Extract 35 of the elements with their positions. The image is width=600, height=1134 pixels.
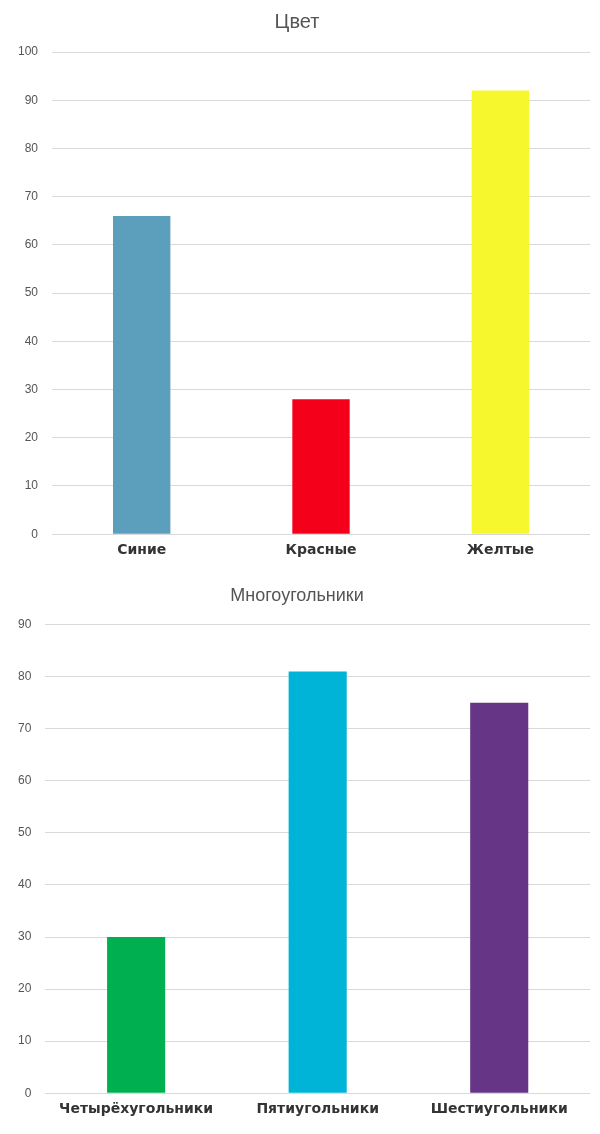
chart-title: Многоугольники [230,584,364,605]
y-tick-label: 90 [17,616,32,631]
x-tick-label: Синие [117,541,167,558]
x-tick-label: Желтые [466,541,534,558]
bar [288,671,347,1093]
x-tick-label: Шестиугольники [430,1100,568,1117]
y-tick-label: 30 [24,381,39,396]
bar [471,90,530,534]
x-tick-label: Четырёхугольники [59,1100,214,1117]
x-tick-label: Красные [285,541,357,558]
x-tick-label: Пятиугольники [256,1100,379,1117]
y-tick-label: 80 [24,140,39,155]
bar [292,399,350,534]
y-tick-label: 60 [24,237,39,252]
y-tick-label: 20 [17,981,32,996]
y-tick-label: 50 [17,825,32,840]
bar [107,937,166,1093]
chart-title: Цвет [274,9,320,32]
y-tick-label: 0 [24,1085,32,1100]
y-tick-label: 40 [24,333,39,348]
y-tick-label: 40 [17,877,32,892]
y-tick-label: 60 [17,773,32,788]
y-tick-label: 10 [24,478,39,493]
bar [112,215,171,534]
y-tick-label: 90 [24,92,39,107]
y-tick-label: 30 [17,929,32,944]
y-tick-label: 70 [24,188,39,203]
y-tick-label: 70 [17,721,32,736]
y-tick-label: 100 [17,44,39,59]
y-tick-label: 50 [24,285,39,300]
y-tick-label: 10 [17,1033,32,1048]
y-tick-label: 20 [24,430,39,445]
y-tick-label: 80 [17,668,32,683]
bar [470,702,529,1093]
y-tick-label: 0 [31,526,39,541]
